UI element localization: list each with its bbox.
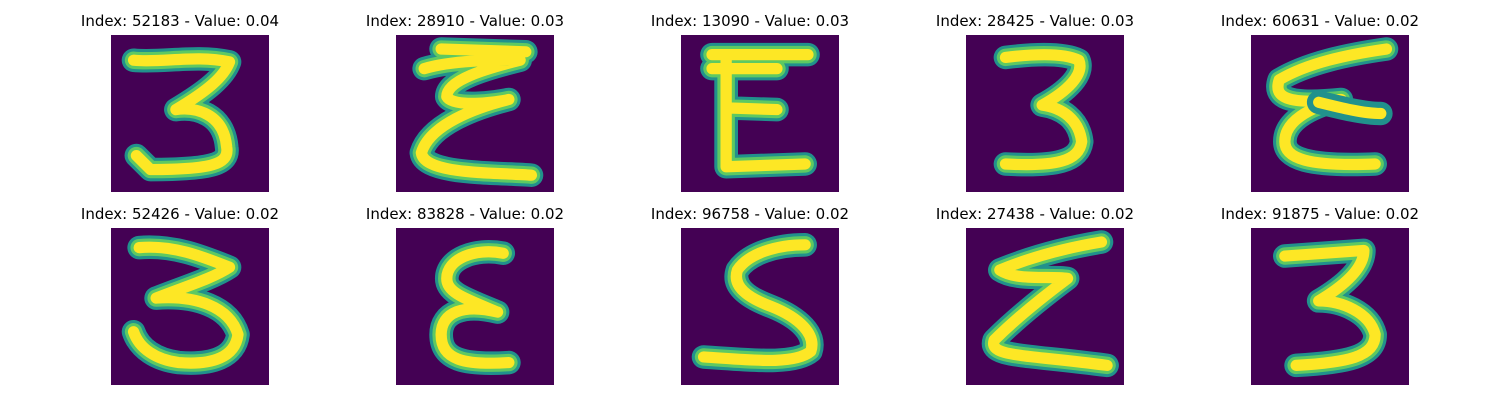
panel-title: Index: 91875 - Value: 0.02 <box>1220 205 1420 223</box>
digit-stroke <box>429 240 521 375</box>
panel-title: Index: 83828 - Value: 0.02 <box>365 205 565 223</box>
digit-panel: Index: 52183 - Value: 0.04 <box>55 0 305 192</box>
digit-stroke <box>121 235 250 375</box>
panel-title: Index: 60631 - Value: 0.02 <box>1220 12 1420 30</box>
panel-title: Index: 96758 - Value: 0.02 <box>650 205 850 223</box>
digit-image <box>396 35 554 192</box>
digit-image <box>396 228 554 385</box>
digit-stroke <box>981 230 1119 378</box>
digit-panel: Index: 28425 - Value: 0.03 <box>910 0 1160 192</box>
digit-stroke <box>121 47 242 182</box>
panel-title: Index: 28425 - Value: 0.03 <box>935 12 1135 30</box>
digit-stroke <box>1273 238 1387 378</box>
digit-stroke <box>1266 37 1399 177</box>
panel-title: Index: 52183 - Value: 0.04 <box>80 12 280 30</box>
digit-panel: Index: 28910 - Value: 0.03 <box>340 0 590 192</box>
digit-panel: Index: 60631 - Value: 0.02 <box>1195 0 1445 192</box>
digit-stroke <box>409 37 544 187</box>
digit-panel: Index: 91875 - Value: 0.02 <box>1195 193 1445 385</box>
digit-image <box>681 35 839 192</box>
panel-title: Index: 13090 - Value: 0.03 <box>650 12 850 30</box>
digit-panel: Index: 52426 - Value: 0.02 <box>55 193 305 385</box>
digit-image <box>966 35 1124 192</box>
digit-stroke <box>691 233 824 373</box>
digit-image <box>1251 228 1409 385</box>
digit-image <box>111 228 269 385</box>
panel-title: Index: 52426 - Value: 0.02 <box>80 205 280 223</box>
digit-panel: Index: 83828 - Value: 0.02 <box>340 193 590 385</box>
digit-image <box>1251 35 1409 192</box>
panel-title: Index: 27438 - Value: 0.02 <box>935 205 1135 223</box>
digit-panel: Index: 13090 - Value: 0.03 <box>625 0 875 192</box>
panel-title: Index: 28910 - Value: 0.03 <box>365 12 565 30</box>
digit-stroke <box>993 42 1094 177</box>
digit-panel: Index: 27438 - Value: 0.02 <box>910 193 1160 385</box>
digit-panel: Index: 96758 - Value: 0.02 <box>625 193 875 385</box>
digit-stroke <box>700 42 820 179</box>
digit-image <box>681 228 839 385</box>
digit-image <box>966 228 1124 385</box>
digit-image <box>111 35 269 192</box>
